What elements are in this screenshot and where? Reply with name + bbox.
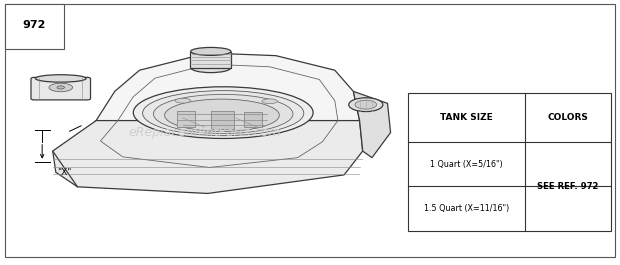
Text: 972: 972 [22, 20, 46, 30]
Text: SEE REF. 972: SEE REF. 972 [538, 182, 599, 191]
Bar [190, 52, 231, 68]
Ellipse shape [355, 100, 376, 109]
Polygon shape [53, 121, 363, 193]
Ellipse shape [153, 94, 293, 134]
Ellipse shape [191, 63, 231, 73]
Ellipse shape [35, 75, 86, 82]
Polygon shape [74, 53, 360, 178]
Ellipse shape [262, 99, 278, 104]
Ellipse shape [133, 87, 313, 138]
Bar [5, 4, 64, 49]
Text: 1 Quart (X=5/16"): 1 Quart (X=5/16") [430, 160, 503, 169]
FancyBboxPatch shape [31, 77, 91, 100]
Text: "X": "X" [57, 168, 71, 177]
Ellipse shape [191, 47, 231, 55]
Text: 1.5 Quart (X=11/16"): 1.5 Quart (X=11/16") [424, 204, 509, 213]
Ellipse shape [49, 83, 73, 92]
Bar [244, 112, 262, 127]
Ellipse shape [143, 91, 304, 136]
Ellipse shape [175, 98, 190, 103]
Bar [177, 111, 195, 127]
Ellipse shape [348, 98, 383, 112]
Text: TANK SIZE: TANK SIZE [440, 113, 493, 122]
Ellipse shape [164, 99, 279, 131]
Bar [408, 93, 611, 231]
Bar [211, 111, 234, 129]
Polygon shape [353, 91, 391, 158]
Text: COLORS: COLORS [547, 113, 588, 122]
Circle shape [57, 86, 64, 89]
Text: eReplacementParts.com: eReplacementParts.com [128, 126, 281, 139]
Polygon shape [53, 121, 102, 187]
